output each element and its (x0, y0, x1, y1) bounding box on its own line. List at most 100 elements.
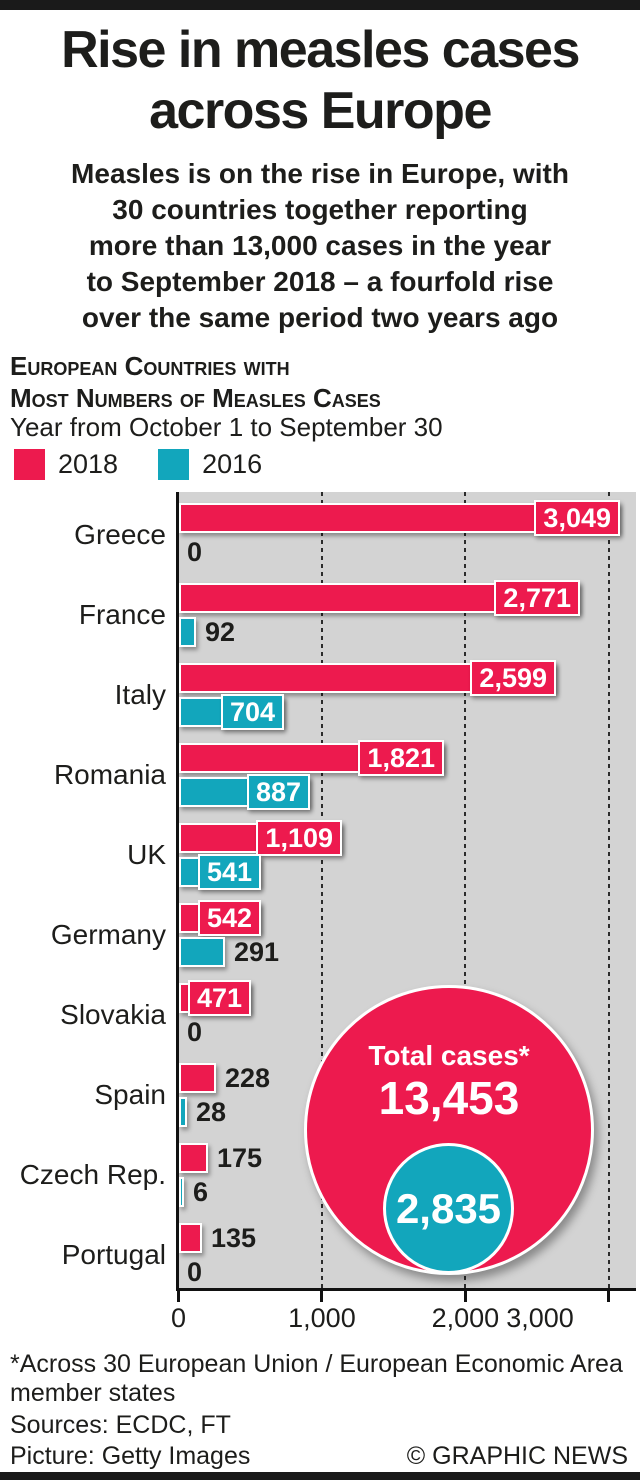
bar-value-label: 704 (220, 694, 284, 730)
x-tick-label-0: 0 (170, 1303, 187, 1333)
country-label: Spain (94, 1079, 166, 1110)
legend-swatch-2016 (158, 449, 190, 480)
bar-value-label: 541 (197, 854, 261, 890)
page-title: Rise in measles cases across Europe (0, 20, 640, 142)
top-black-strip (0, 0, 640, 10)
copyright-line: © GRAPHIC NEWS (406, 1442, 628, 1470)
bar-value-label: 542 (197, 900, 261, 936)
total-cases-circle-2016: 2,835 (383, 1143, 514, 1274)
bar-2018-romania: 1,821 (179, 740, 444, 776)
bar-value-label: 28 (196, 1097, 227, 1127)
chart-kicker: European Countries with Most Numbers of … (10, 350, 630, 414)
bar-2018-france: 2,771 (179, 580, 580, 616)
bar-2018-slovakia: 471 (179, 980, 251, 1016)
footnote: *Across 30 European Union / European Eco… (10, 1350, 630, 1408)
legend-swatch-2018 (14, 449, 45, 480)
bar-row-slovakia: Slovakia 471 0 (60, 972, 640, 1052)
chart-legend: 2018 2016 (14, 449, 289, 480)
bar-row-uk: UK 1,109 541 (127, 812, 640, 892)
footnote-line1: *Across 30 European Union / European Eco… (10, 1350, 623, 1378)
intro-text: Measles is on the rise in Europe, with 3… (0, 156, 640, 336)
country-label: UK (127, 839, 166, 870)
legend-label-2016: 2016 (202, 449, 263, 479)
country-label: Romania (53, 759, 166, 790)
page-title-line1: Rise in measles cases (61, 21, 580, 79)
bar-2018-uk: 1,109 (179, 820, 342, 856)
bar-row-spain: Spain 228 28 (94, 1052, 640, 1132)
bar-2016-spain (179, 1097, 187, 1127)
bar-value-label: 228 (225, 1063, 271, 1093)
intro-line: more than 13,000 cases in the year (88, 230, 552, 261)
picture-credit-line: Picture: Getty Images (10, 1442, 251, 1470)
bar-value-label: 92 (205, 617, 236, 647)
country-label: Germany (50, 919, 166, 950)
bar-row-czech-rep-: Czech Rep. 175 6 (20, 1132, 640, 1212)
total-cases-value-2018: 13,453 (378, 1072, 520, 1124)
bar-value-label: 887 (246, 774, 310, 810)
bar-row-greece: Greece 3,049 0 (74, 492, 640, 572)
y-axis-line (176, 492, 179, 1291)
country-label: Czech Rep. (19, 1159, 166, 1190)
x-tick-label-1000: 1,000 (288, 1303, 356, 1333)
chart-kicker-line1: European Countries with (10, 351, 290, 381)
country-label: Italy (114, 679, 166, 710)
bar-row-germany: Germany 542 291 (51, 892, 640, 972)
chart-subtitle: Year from October 1 to September 30 (10, 412, 443, 442)
page-title-line2: across Europe (149, 82, 492, 140)
gridline-1000 (320, 492, 323, 1288)
bottom-black-strip (0, 1472, 640, 1480)
bar-2018-greece: 3,049 (179, 500, 620, 536)
total-cases-label: Total cases* (368, 1040, 530, 1071)
bar-2018-spain (179, 1063, 216, 1093)
x-tick-label-3000: 3,000 (506, 1303, 574, 1333)
bar-value-label: 471 (187, 980, 251, 1016)
gridline-2000 (464, 492, 467, 1288)
bar-2016-italy: 704 (179, 694, 284, 730)
bar-2016-france (179, 617, 196, 647)
bar-value-label: 0 (187, 537, 203, 567)
bar-2016-romania: 887 (179, 774, 310, 810)
bar-2016-uk: 541 (179, 854, 261, 890)
intro-line: 30 countries together reporting (112, 194, 528, 225)
bar-2016-czech-rep- (179, 1177, 184, 1207)
bar-2018-germany: 542 (179, 900, 261, 936)
bar-value-label: 0 (187, 1017, 203, 1047)
country-label: Greece (74, 519, 166, 550)
country-label: France (78, 599, 166, 630)
bar-2018-italy: 2,599 (179, 660, 556, 696)
bar-2016-germany (179, 937, 225, 967)
chart-kicker-line2: Most Numbers of Measles Cases (10, 383, 381, 413)
bar-2018-portugal (179, 1223, 202, 1253)
bar-row-italy: Italy 2,599 704 (115, 652, 640, 732)
bar-value-label: 0 (187, 1257, 203, 1287)
bar-value-label: 6 (193, 1177, 209, 1207)
x-tick-3000 (607, 1291, 611, 1302)
gridline-3000 (607, 492, 610, 1288)
x-tick-label-2000: 2,000 (431, 1303, 500, 1333)
country-label: Slovakia (60, 999, 166, 1030)
x-tick-1000 (320, 1291, 324, 1302)
intro-line: to September 2018 – a fourfold rise (86, 266, 554, 297)
bar-2018-czech-rep- (179, 1143, 208, 1173)
bar-value-label: 135 (211, 1223, 257, 1253)
footnote-line2: member states (10, 1379, 176, 1407)
bar-value-label: 2,771 (494, 580, 580, 616)
bar-value-label: 175 (217, 1143, 263, 1173)
bar-value-label: 2,599 (470, 660, 556, 696)
bar-row-portugal: Portugal 135 0 (62, 1212, 640, 1292)
x-axis-line (176, 1288, 636, 1291)
bar-row-romania: Romania 1,821 887 (54, 732, 640, 812)
bar-value-label: 3,049 (534, 500, 620, 536)
bar-value-label: 291 (234, 937, 280, 967)
country-label: Portugal (61, 1239, 166, 1270)
x-tick-0 (177, 1291, 180, 1302)
bar-value-label: 1,109 (256, 820, 342, 856)
intro-line: Measles is on the rise in Europe, with (71, 158, 569, 189)
legend-label-2018: 2018 (58, 449, 119, 479)
x-tick-2000 (463, 1291, 467, 1302)
total-cases-value-2016: 2,835 (395, 1184, 502, 1232)
sources-line: Sources: ECDC, FT (10, 1411, 231, 1439)
bar-value-label: 1,821 (358, 740, 444, 776)
intro-line: over the same period two years ago (81, 302, 559, 333)
